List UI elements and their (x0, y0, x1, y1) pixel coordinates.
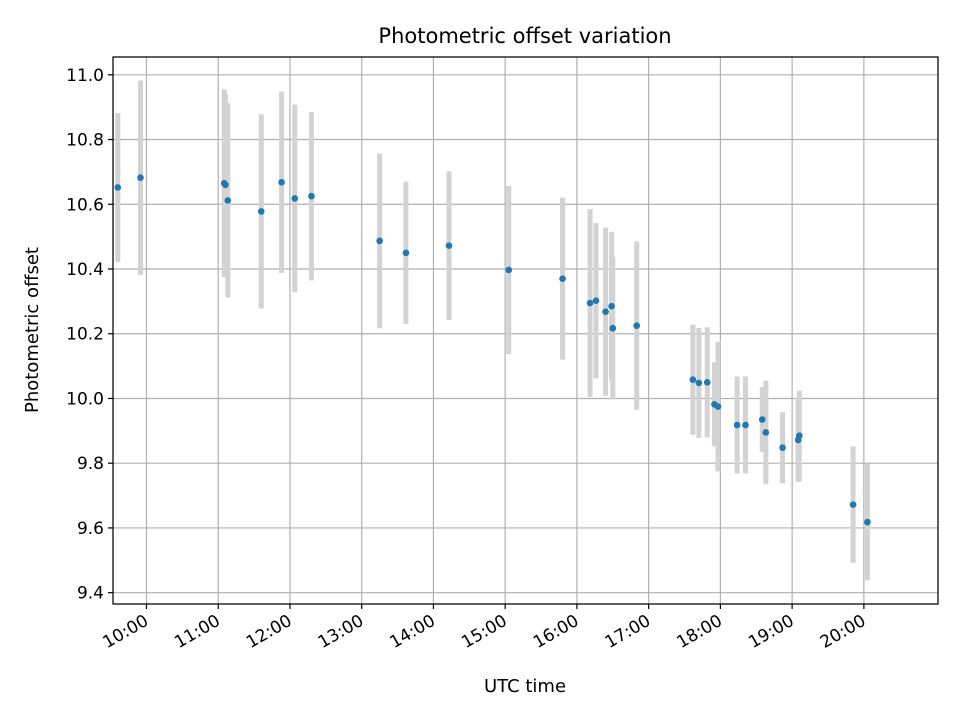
data-point (733, 421, 741, 429)
data-point (762, 429, 770, 436)
data-point (505, 266, 513, 274)
data-point (291, 195, 299, 202)
data-point (137, 174, 144, 182)
data-point (633, 322, 640, 329)
data-point (559, 275, 566, 283)
y-tick-label: 10.0 (66, 389, 104, 409)
y-axis-title: Photometric offset (22, 247, 43, 413)
y-tick-label: 9.8 (77, 454, 104, 474)
grid (113, 57, 938, 604)
data-point (602, 308, 609, 316)
data-point (779, 444, 786, 451)
data-point (758, 416, 766, 423)
data-point (695, 379, 703, 387)
data-point (849, 501, 857, 508)
y-tick-label: 9.6 (77, 519, 104, 539)
data-point (278, 178, 285, 186)
y-tick-label: 10.8 (66, 131, 104, 151)
data-point (609, 324, 617, 332)
data-point (608, 302, 615, 310)
data-point (222, 181, 229, 189)
data-point (703, 378, 711, 386)
y-tick-label: 10.2 (66, 325, 104, 345)
data-point (224, 197, 232, 204)
data-point (376, 237, 383, 245)
data-point (308, 192, 315, 200)
chart-title: Photometric offset variation (378, 24, 671, 48)
y-axis-ticks: 9.4 9.6 9.8 10.0 10.2 10.4 10.6 10.8 11.0 (66, 66, 113, 604)
y-tick-label: 10.6 (66, 195, 104, 215)
data-point (714, 403, 722, 410)
data-points (114, 174, 871, 526)
x-axis-title: UTC time (484, 676, 566, 697)
data-point (796, 432, 803, 439)
y-tick-label: 11.0 (66, 66, 104, 86)
data-point (689, 376, 697, 383)
plot-area (113, 57, 938, 604)
data-point (742, 421, 749, 429)
data-point (445, 242, 453, 249)
data-point (864, 518, 871, 526)
data-point (402, 249, 410, 257)
data-point (592, 297, 600, 305)
data-point (114, 184, 122, 191)
data-point (586, 299, 594, 307)
y-tick-label: 10.4 (66, 260, 104, 280)
plot-frame (112, 56, 939, 605)
y-tick-label: 9.4 (77, 584, 104, 604)
data-point (257, 208, 265, 215)
